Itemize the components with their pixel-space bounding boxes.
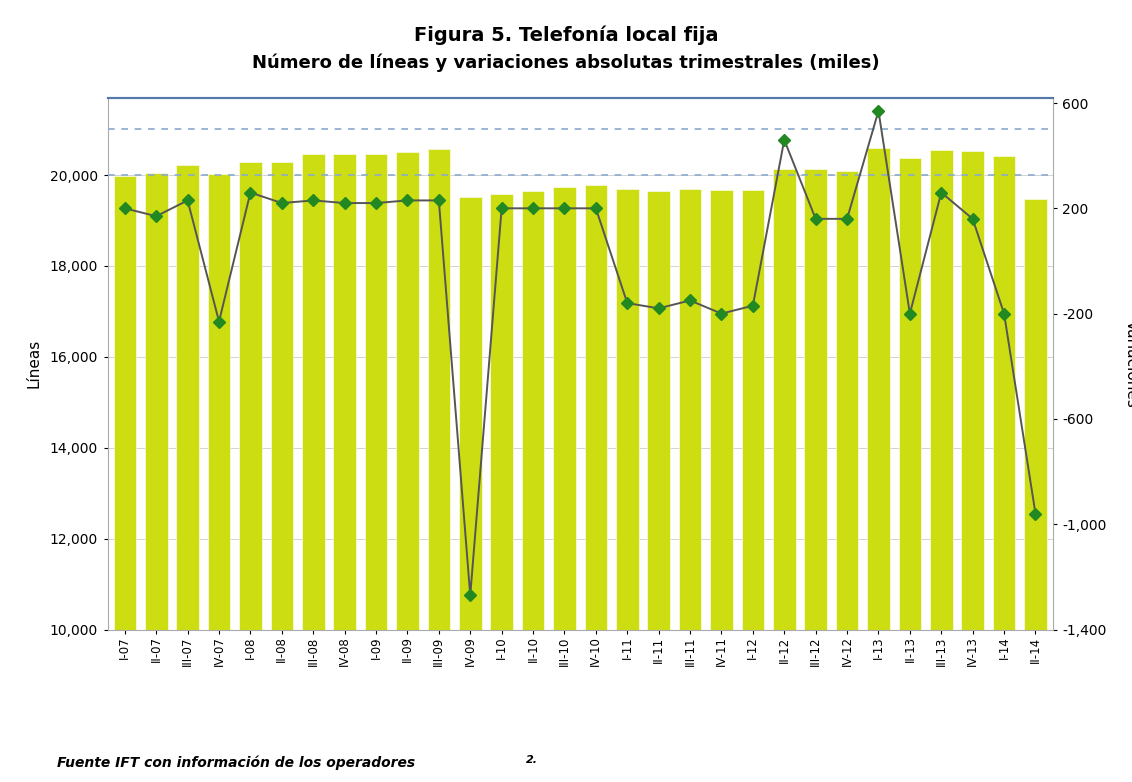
- Bar: [867, 148, 890, 782]
- Bar: [1024, 199, 1047, 782]
- Bar: [177, 165, 199, 782]
- Bar: [365, 153, 387, 782]
- Bar: [931, 150, 953, 782]
- Bar: [458, 197, 481, 782]
- Bar: [835, 171, 858, 782]
- Bar: [961, 152, 984, 782]
- Bar: [616, 188, 638, 782]
- Bar: [773, 169, 796, 782]
- Y-axis label: Variaciones: Variaciones: [1124, 320, 1132, 407]
- Bar: [741, 189, 764, 782]
- Bar: [333, 154, 355, 782]
- Bar: [584, 185, 607, 782]
- Bar: [805, 169, 827, 782]
- Bar: [554, 187, 576, 782]
- Bar: [396, 152, 419, 782]
- Bar: [710, 189, 732, 782]
- Bar: [113, 176, 136, 782]
- Bar: [899, 158, 921, 782]
- Bar: [207, 174, 230, 782]
- Bar: [428, 149, 451, 782]
- Text: Fuente IFT con información de los operadores: Fuente IFT con información de los operad…: [57, 755, 420, 770]
- Bar: [145, 173, 168, 782]
- Bar: [522, 191, 544, 782]
- Bar: [239, 163, 261, 782]
- Y-axis label: Líneas: Líneas: [26, 339, 41, 388]
- Bar: [648, 191, 670, 782]
- Bar: [302, 154, 325, 782]
- Bar: [490, 194, 513, 782]
- Bar: [679, 188, 702, 782]
- Text: Número de líneas y variaciones absolutas trimestrales (miles): Número de líneas y variaciones absolutas…: [252, 53, 880, 72]
- Bar: [271, 163, 293, 782]
- Text: 2.: 2.: [526, 755, 539, 765]
- Text: Figura 5. Telefonía local fija: Figura 5. Telefonía local fija: [414, 25, 718, 45]
- Bar: [993, 156, 1015, 782]
